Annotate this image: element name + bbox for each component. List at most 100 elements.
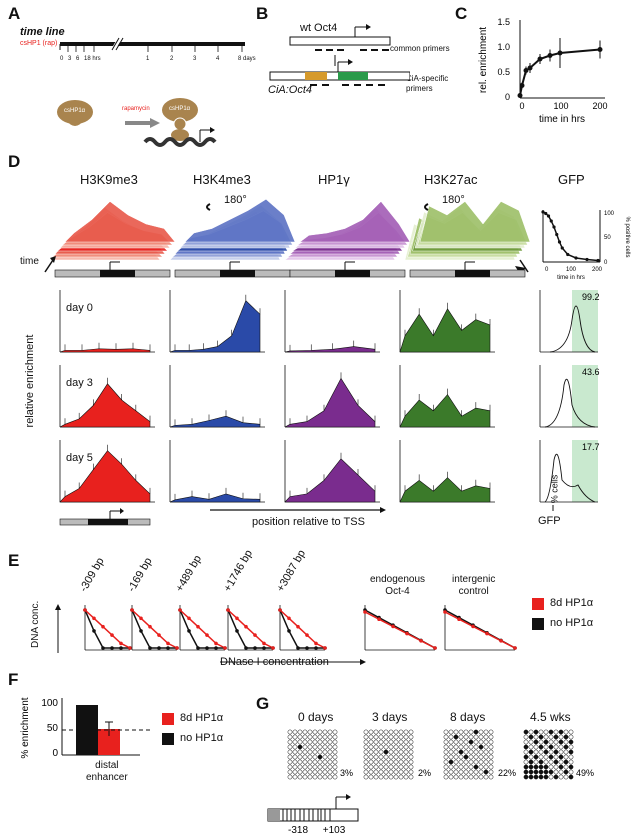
cpg-circle bbox=[458, 769, 464, 775]
cpg-circle bbox=[317, 729, 323, 735]
cpg-circle bbox=[312, 739, 318, 745]
cpg-circle bbox=[287, 764, 293, 770]
inset-xtick-100: 100 bbox=[566, 267, 577, 273]
cpg-circle bbox=[287, 769, 293, 775]
cpg-circle bbox=[398, 729, 404, 735]
cpg-circle bbox=[307, 774, 313, 780]
cpg-circle bbox=[378, 769, 384, 775]
cia-oct4-label: CiA:Oct4 bbox=[268, 84, 313, 96]
cpg-circle bbox=[533, 739, 539, 745]
rot-label-1: 180° bbox=[224, 194, 247, 206]
cpg-circle bbox=[523, 754, 529, 760]
cpg-circle bbox=[398, 759, 404, 765]
c-point bbox=[557, 50, 563, 56]
inset-xtick-0: 0 bbox=[545, 267, 549, 273]
g-pct-3: 49% bbox=[576, 768, 594, 778]
d-area-blue bbox=[169, 300, 261, 353]
cpg-circle bbox=[388, 769, 394, 775]
cpg-circle bbox=[528, 744, 534, 750]
cpg-circle bbox=[383, 744, 389, 750]
e-point-red bbox=[457, 617, 461, 621]
e-point-red bbox=[363, 610, 367, 614]
d-area-blue bbox=[169, 415, 261, 428]
cpg-circle bbox=[453, 739, 459, 745]
d3d-slice-2 bbox=[299, 201, 411, 243]
cpg-circle bbox=[307, 729, 313, 735]
e-point-black bbox=[244, 646, 248, 650]
cpg-circle bbox=[322, 734, 328, 740]
cpg-circle bbox=[488, 734, 494, 740]
cpg-circle bbox=[463, 739, 469, 745]
cpg-circle bbox=[312, 729, 318, 735]
e-point-red bbox=[110, 633, 114, 637]
cpg-circle bbox=[553, 759, 559, 765]
cpg-circle bbox=[453, 769, 459, 775]
e-point-black bbox=[305, 646, 309, 650]
cpg-circle bbox=[533, 744, 539, 750]
cpg-circle bbox=[403, 729, 409, 735]
cpg-circle bbox=[488, 749, 494, 755]
cpg-circle bbox=[543, 744, 549, 750]
cpg-circle bbox=[398, 734, 404, 740]
e-point-red bbox=[178, 608, 182, 612]
e-point-black bbox=[214, 646, 218, 650]
f-ytick-0: 0 bbox=[52, 748, 58, 759]
wt-oct4-label: wt Oct4 bbox=[300, 22, 338, 34]
cpg-circle bbox=[363, 734, 369, 740]
cpg-circle bbox=[292, 764, 298, 770]
e-point-red bbox=[205, 633, 209, 637]
mark-h3k4me3: H3K4me3 bbox=[193, 172, 251, 187]
cpg-circle bbox=[453, 744, 459, 750]
inset-curve bbox=[542, 211, 599, 262]
cpg-circle bbox=[528, 769, 534, 775]
cpg-circle bbox=[463, 764, 469, 770]
inset-point bbox=[574, 256, 578, 260]
inset-point bbox=[552, 225, 556, 229]
cpg-circle bbox=[453, 734, 459, 740]
cpg-circle bbox=[478, 769, 484, 775]
e-point-black bbox=[92, 629, 96, 633]
day3-label: day 3 bbox=[66, 377, 93, 389]
d-area-red bbox=[59, 348, 151, 353]
cpg-circle bbox=[388, 764, 394, 770]
panel-e-letter: E bbox=[8, 551, 20, 570]
panel-f-letter: F bbox=[8, 670, 19, 689]
cpg-circle bbox=[292, 749, 298, 755]
e-point-red bbox=[323, 646, 327, 650]
cpg-circle bbox=[473, 744, 479, 750]
cpg-circle bbox=[568, 739, 574, 745]
cpg-circle bbox=[327, 734, 333, 740]
cpg-circle bbox=[317, 744, 323, 750]
cpg-circle bbox=[538, 739, 544, 745]
e-point-red bbox=[119, 641, 123, 646]
c-xtick-2: 200 bbox=[592, 101, 607, 111]
cpg-circle bbox=[408, 729, 414, 735]
e-legend-red-swatch bbox=[532, 598, 544, 610]
cpg-circle bbox=[378, 744, 384, 750]
cpg-circle bbox=[297, 749, 303, 755]
day5-label: day 5 bbox=[66, 452, 93, 464]
cpg-circle bbox=[332, 729, 338, 735]
d3d-slice-1 bbox=[184, 198, 296, 243]
cpg-circle bbox=[483, 774, 489, 780]
panel-d-gene-bars bbox=[54, 261, 526, 278]
g-label-2: 8 days bbox=[450, 710, 486, 724]
cpg-circle bbox=[322, 749, 328, 755]
cpg-circle bbox=[488, 769, 494, 775]
cpg-circle bbox=[483, 769, 489, 775]
cpg-circle bbox=[388, 744, 394, 750]
cpg-circle bbox=[528, 729, 534, 735]
inset-point bbox=[566, 252, 570, 257]
cpg-circle bbox=[292, 729, 298, 735]
cpg-circle bbox=[297, 769, 303, 775]
e-point-red bbox=[139, 616, 143, 621]
d-area-green bbox=[399, 308, 491, 353]
rot-label-2: 180° bbox=[442, 194, 465, 206]
panel-g-graphic: 3% 2% 22% 49% -318 +103 bbox=[267, 729, 594, 836]
d-area-green bbox=[399, 394, 491, 428]
cpg-circle bbox=[558, 749, 564, 755]
panel-b-letter: B bbox=[256, 4, 269, 23]
e-point-red bbox=[235, 616, 239, 621]
cpg-circle bbox=[287, 729, 293, 735]
cpg-circle bbox=[568, 759, 574, 765]
